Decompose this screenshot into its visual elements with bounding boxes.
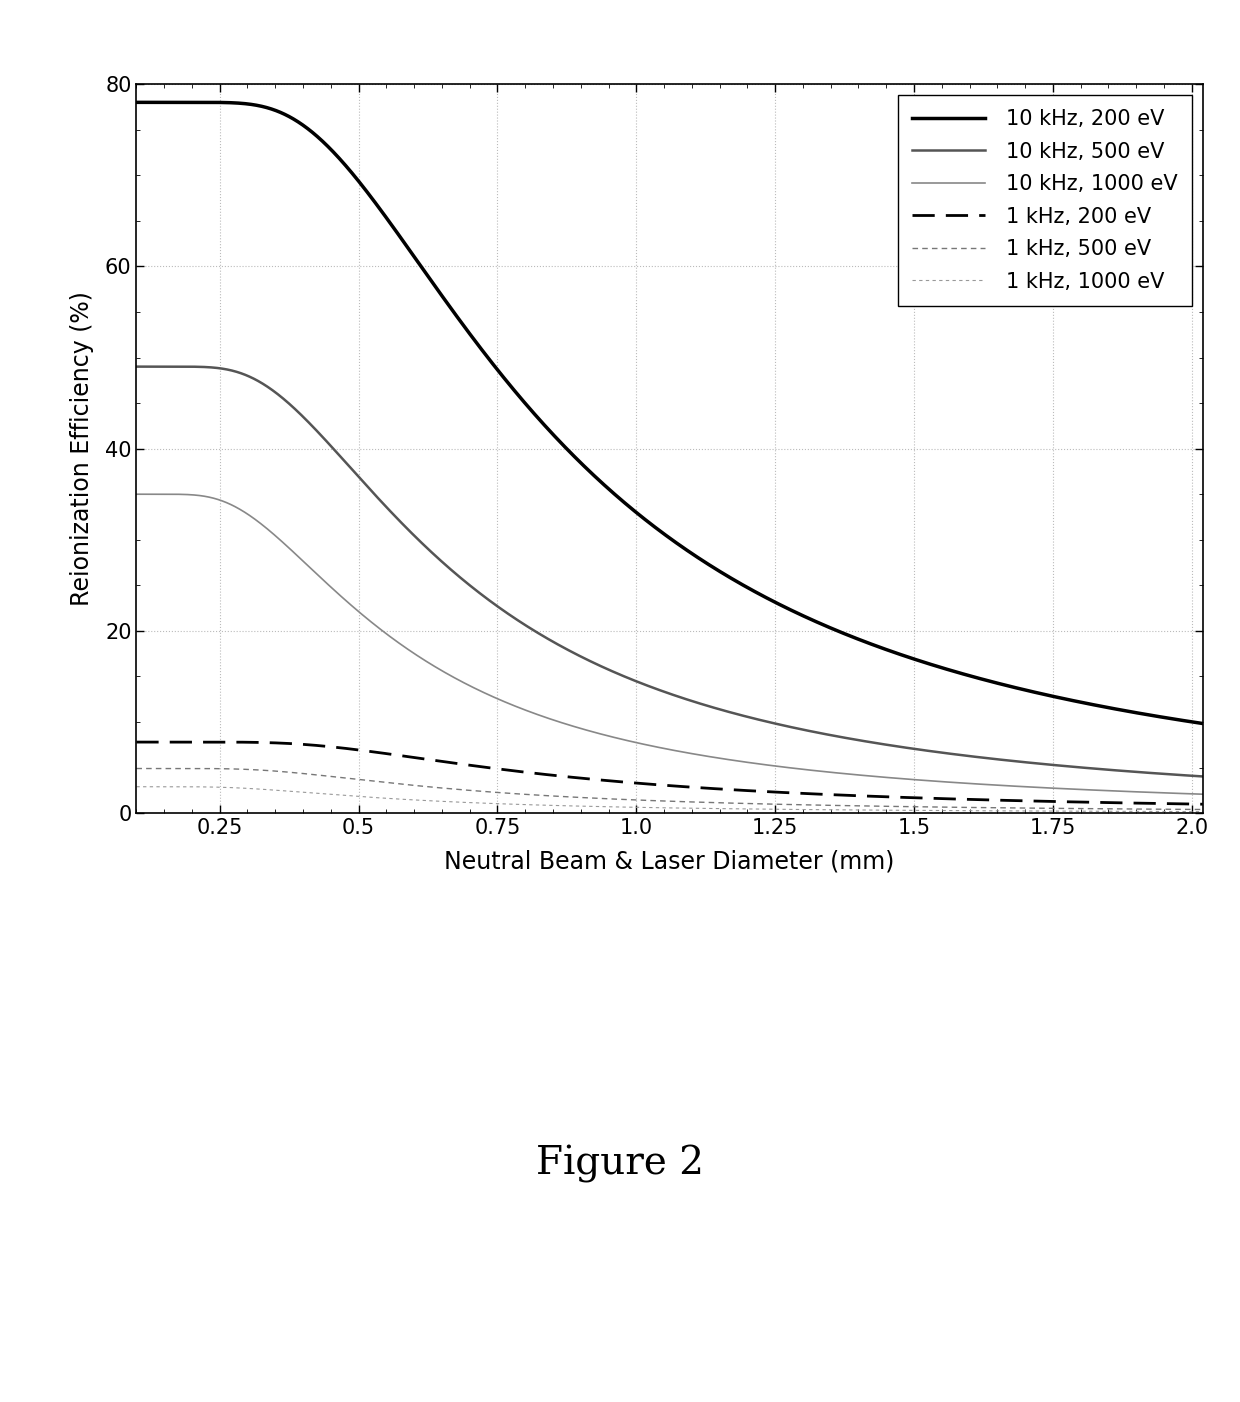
- 1 kHz, 500 eV: [1164, 801, 1179, 817]
- 1 kHz, 200 eV: [184, 733, 198, 750]
- 1 kHz, 500 eV: [1164, 801, 1179, 817]
- Line: 10 kHz, 500 eV: 10 kHz, 500 eV: [136, 367, 1203, 777]
- 1 kHz, 500 eV: [968, 799, 983, 816]
- 10 kHz, 500 eV: [1164, 765, 1179, 782]
- 10 kHz, 1000 eV: [129, 486, 144, 503]
- 10 kHz, 1000 eV: [619, 732, 634, 749]
- X-axis label: Neutral Beam & Laser Diameter (mm): Neutral Beam & Laser Diameter (mm): [444, 850, 895, 873]
- 1 kHz, 1000 eV: [129, 778, 144, 795]
- 10 kHz, 500 eV: [647, 680, 662, 697]
- 1 kHz, 1000 eV: [619, 799, 634, 816]
- 1 kHz, 500 eV: [619, 791, 634, 808]
- 10 kHz, 1000 eV: [184, 486, 198, 503]
- 10 kHz, 1000 eV: [647, 739, 662, 756]
- 1 kHz, 200 eV: [619, 774, 634, 791]
- 1 kHz, 200 eV: [129, 733, 144, 750]
- 10 kHz, 1000 eV: [968, 775, 983, 792]
- 1 kHz, 200 eV: [647, 777, 662, 794]
- 1 kHz, 1000 eV: [1164, 803, 1179, 820]
- 1 kHz, 200 eV: [968, 791, 983, 808]
- 10 kHz, 1000 eV: [1195, 785, 1210, 802]
- 10 kHz, 200 eV: [968, 669, 983, 686]
- 1 kHz, 1000 eV: [1195, 803, 1210, 820]
- 1 kHz, 1000 eV: [184, 778, 198, 795]
- Line: 10 kHz, 200 eV: 10 kHz, 200 eV: [136, 102, 1203, 723]
- 1 kHz, 1000 eV: [1164, 803, 1179, 820]
- Legend: 10 kHz, 200 eV, 10 kHz, 500 eV, 10 kHz, 1000 eV, 1 kHz, 200 eV, 1 kHz, 500 eV, 1: 10 kHz, 200 eV, 10 kHz, 500 eV, 10 kHz, …: [898, 94, 1193, 306]
- 10 kHz, 200 eV: [619, 496, 634, 513]
- Y-axis label: Reionization Efficiency (%): Reionization Efficiency (%): [69, 292, 94, 606]
- 1 kHz, 1000 eV: [647, 799, 662, 816]
- 10 kHz, 1000 eV: [1164, 785, 1179, 802]
- 10 kHz, 200 eV: [1195, 715, 1210, 732]
- Line: 10 kHz, 1000 eV: 10 kHz, 1000 eV: [136, 495, 1203, 794]
- 10 kHz, 200 eV: [129, 94, 144, 111]
- Text: Figure 2: Figure 2: [536, 1144, 704, 1183]
- 10 kHz, 500 eV: [619, 669, 634, 686]
- 10 kHz, 200 eV: [1164, 711, 1179, 728]
- 10 kHz, 200 eV: [1164, 711, 1179, 728]
- 10 kHz, 500 eV: [1195, 768, 1210, 785]
- 1 kHz, 200 eV: [1164, 795, 1179, 812]
- 10 kHz, 500 eV: [968, 749, 983, 765]
- 10 kHz, 500 eV: [129, 359, 144, 376]
- 10 kHz, 500 eV: [184, 359, 198, 376]
- 1 kHz, 500 eV: [1195, 801, 1210, 817]
- 10 kHz, 200 eV: [647, 519, 662, 536]
- 10 kHz, 200 eV: [184, 94, 198, 111]
- 1 kHz, 500 eV: [647, 792, 662, 809]
- 1 kHz, 500 eV: [129, 760, 144, 777]
- 1 kHz, 200 eV: [1164, 795, 1179, 812]
- 10 kHz, 1000 eV: [1164, 785, 1179, 802]
- 1 kHz, 1000 eV: [968, 802, 983, 819]
- Line: 1 kHz, 500 eV: 1 kHz, 500 eV: [136, 768, 1203, 809]
- 10 kHz, 500 eV: [1164, 765, 1179, 782]
- Line: 1 kHz, 1000 eV: 1 kHz, 1000 eV: [136, 787, 1203, 812]
- 1 kHz, 200 eV: [1195, 796, 1210, 813]
- Line: 1 kHz, 200 eV: 1 kHz, 200 eV: [136, 742, 1203, 805]
- 1 kHz, 500 eV: [184, 760, 198, 777]
